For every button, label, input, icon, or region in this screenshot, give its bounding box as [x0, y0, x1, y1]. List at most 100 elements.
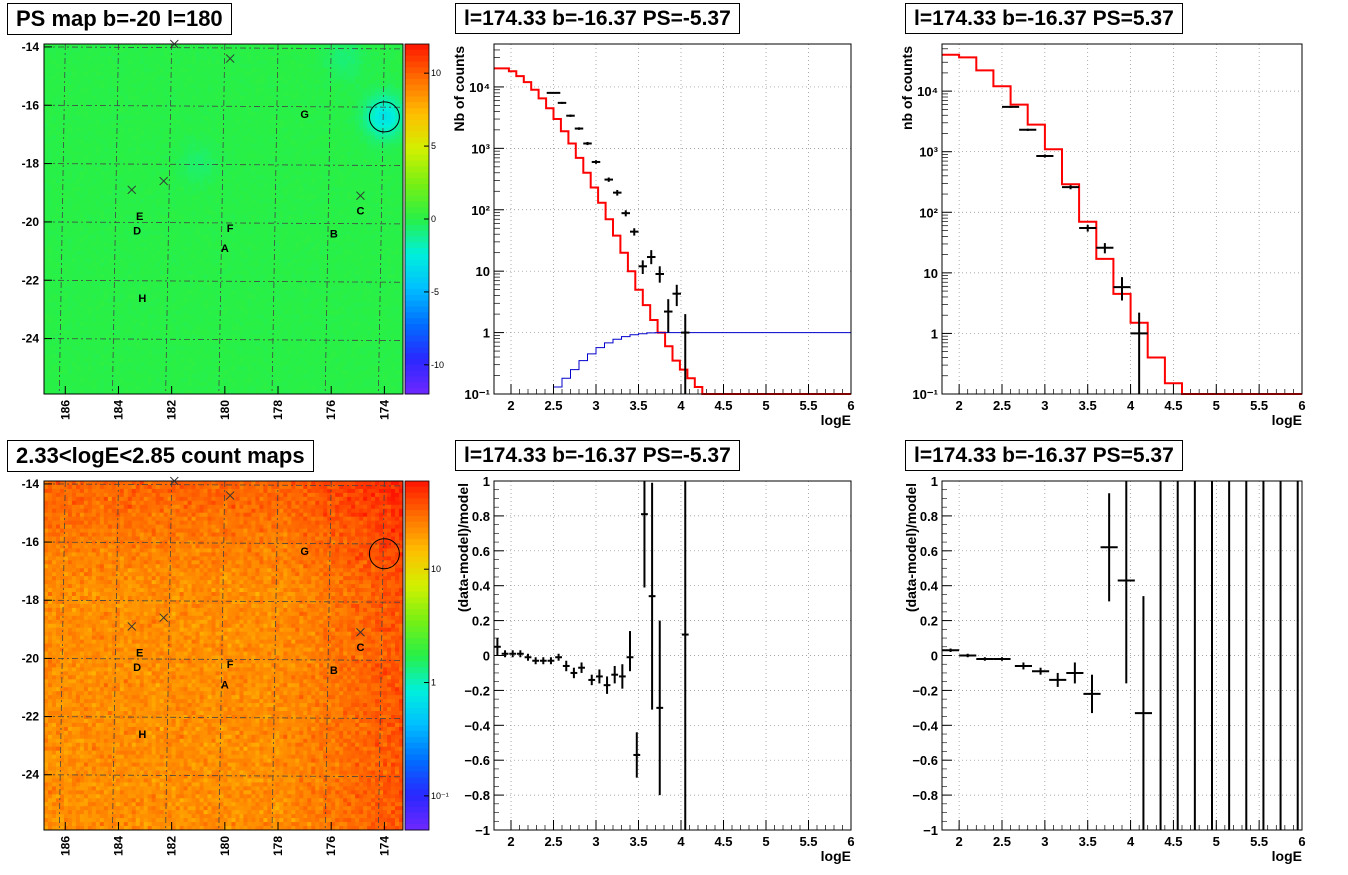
res_neg-y-tick-label: 0	[483, 649, 490, 664]
map_ps-x-tick-label: 178	[271, 400, 285, 420]
map_ps-x-tick-label: 184	[111, 400, 125, 420]
res_pos-y-tick-label: 0	[931, 649, 938, 664]
spec_neg-y-tick-label: 10³	[471, 141, 490, 156]
res_pos-y-tick-label: −1	[923, 823, 938, 838]
spec_neg-x-tick-label: 4.5	[714, 398, 732, 413]
res_neg-y-tick-label: 0.8	[472, 509, 490, 524]
res_pos-y-tick-label: 0.2	[920, 614, 938, 629]
res_pos-y-tick-label: 1	[931, 474, 938, 489]
spec_pos-x-tick-label: 4.5	[1164, 398, 1182, 413]
spec_pos-y-tick-label: 10⁴	[917, 84, 938, 99]
map_ps-y-tick-label: -18	[22, 157, 40, 171]
res_neg-y-tick-label: −1	[475, 823, 490, 838]
spec_pos-y-tick-label: 1	[931, 326, 938, 341]
map_counts-z-tick-label: 1	[431, 678, 436, 688]
spec_neg-x-tick-label: 4	[677, 398, 685, 413]
spec_pos-x-tick-label: 2	[956, 398, 963, 413]
map_counts-y-tick-label: -18	[22, 593, 40, 607]
res_pos-x-tick-label: 5	[1213, 834, 1220, 849]
spec_pos-y-tick-label: 10	[924, 266, 938, 281]
res_pos-y-tick-label: 0.4	[920, 579, 939, 594]
spec_pos-x-tick-label: 5.5	[1250, 398, 1268, 413]
spec_neg-x-tick-label: 3	[592, 398, 599, 413]
map_counts-z-tick-label: 10	[431, 564, 441, 574]
map_counts-y-tick-label: -22	[22, 710, 40, 724]
res_neg-y-tick-label: −0.8	[464, 788, 490, 803]
map_counts-x-tick-label: 184	[111, 836, 125, 856]
map_ps-source-label: B	[330, 229, 338, 241]
map_ps-source-label: G	[300, 109, 309, 121]
spec_neg-plot-area	[494, 44, 851, 394]
res_neg-x-tick-label: 6	[847, 834, 854, 849]
spec_neg-x-tick-label: 6	[847, 398, 854, 413]
spec_neg-x-tick-label: 5	[762, 398, 769, 413]
map_counts-x-tick-label: 182	[165, 836, 179, 856]
res_pos-x-tick-label: 3	[1041, 834, 1048, 849]
map_ps-z-tick-label: 10	[431, 68, 441, 78]
map_ps-y-tick-label: -16	[22, 98, 40, 112]
res_neg-y-tick-label: 0.4	[472, 579, 491, 594]
map_counts-x-tick-label: 174	[377, 836, 391, 856]
res_pos-y-axis-label: (data-model)/model	[903, 483, 919, 612]
spec_neg-y-tick-label: 1	[483, 326, 490, 341]
spec_neg-y-tick-label: 10⁴	[469, 80, 490, 95]
map_counts-source-label: B	[330, 665, 338, 677]
res_pos-y-tick-label: −0.8	[912, 788, 938, 803]
map_counts-y-tick-label: -24	[22, 768, 40, 782]
spec_pos-x-tick-label: 3.5	[1079, 398, 1097, 413]
map_ps-x-tick-label: 176	[324, 400, 338, 420]
spec_pos-y-axis-label: nb of counts	[899, 46, 915, 130]
res_neg-plot-area	[494, 481, 851, 830]
map_ps-source-label: H	[138, 293, 146, 305]
spec_neg-x-tick-label: 2	[507, 398, 514, 413]
map_counts-x-tick-label: 180	[218, 836, 232, 856]
spec_pos-data-point	[1019, 129, 1036, 131]
spectrum-pos-title: l=174.33 b=-16.37 PS=5.37	[905, 3, 1183, 34]
map_ps-z-tick-label: 0	[431, 214, 436, 224]
res_pos-y-tick-label: −0.2	[912, 683, 938, 698]
map_ps-y-tick-label: -20	[22, 215, 40, 229]
ps-map-title: PS map b=-20 l=180	[7, 3, 232, 35]
spec_pos-y-tick-label: 10⁻¹	[912, 387, 938, 402]
res_neg-x-tick-label: 5.5	[799, 834, 817, 849]
map_counts-z-tick-label: 10⁻¹	[431, 791, 449, 801]
map_ps-x-tick-label: 180	[218, 400, 232, 420]
res_neg-x-tick-label: 3.5	[629, 834, 647, 849]
spec_pos-plot-area	[942, 44, 1302, 394]
res_neg-x-tick-label: 5	[762, 834, 769, 849]
map_ps-source-label: E	[136, 211, 143, 223]
res_neg-x-tick-label: 4	[677, 834, 685, 849]
res_pos-x-tick-label: 6	[1298, 834, 1305, 849]
count-map-title: 2.33<logE<2.85 count maps	[7, 440, 314, 472]
spec_pos-y-tick-label: 10³	[919, 145, 938, 160]
spec_pos-x-tick-label: 6	[1298, 398, 1305, 413]
spec_neg-x-axis-label: logE	[821, 412, 851, 428]
spec_neg-data-point	[575, 127, 584, 130]
map_ps-source-label: D	[133, 226, 141, 238]
spec_neg-data-point	[547, 92, 561, 93]
map_ps-source-label: C	[356, 205, 364, 217]
res_pos-y-tick-label: −0.6	[912, 753, 938, 768]
spec_pos-data-point	[1002, 106, 1019, 108]
map_counts-x-tick-label: 178	[271, 836, 285, 856]
res_neg-y-axis-label: (data-model)/model	[455, 483, 471, 612]
residual-pos-title: l=174.33 b=-16.37 PS=5.37	[905, 440, 1183, 471]
spec_pos-x-tick-label: 3	[1041, 398, 1048, 413]
spec_pos-x-tick-label: 4	[1127, 398, 1135, 413]
map_counts-source-label: F	[227, 659, 234, 671]
map_ps-x-tick-label: 182	[165, 400, 179, 420]
spec_neg-data-point	[558, 102, 567, 104]
map_counts-source-label: C	[356, 642, 364, 654]
map_ps-x-tick-label: 174	[377, 400, 391, 420]
res_neg-y-tick-label: 1	[483, 474, 490, 489]
spec_neg-x-tick-label: 2.5	[544, 398, 562, 413]
res_neg-x-tick-label: 3	[592, 834, 599, 849]
map_counts-x-tick-label: 186	[58, 836, 72, 856]
map_counts-y-tick-label: -20	[22, 651, 40, 665]
res_neg-y-tick-label: 0.6	[472, 544, 490, 559]
map_ps-source-label: F	[227, 223, 234, 235]
res_neg-x-axis-label: logE	[821, 848, 851, 864]
spec_neg-y-tick-label: 10⁻¹	[464, 387, 490, 402]
